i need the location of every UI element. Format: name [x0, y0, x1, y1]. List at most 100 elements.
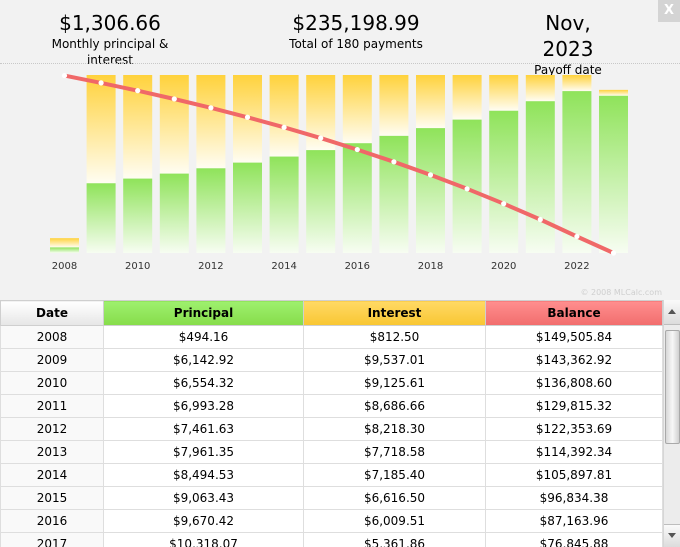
scroll-thumb[interactable]	[665, 330, 680, 444]
interest-bar-2022	[562, 75, 592, 92]
balance-point-2022	[574, 233, 580, 240]
cell-balance: $76,845.88	[485, 532, 663, 547]
cell-balance: $105,897.81	[485, 463, 663, 487]
cell-balance: $143,362.92	[485, 348, 663, 372]
cell-date: 2009	[0, 348, 104, 372]
balance-line	[62, 73, 616, 255]
table-row: 2016 $9,670.42 $6,009.51 $87,163.96	[0, 509, 663, 533]
principal-bar-2013	[233, 162, 262, 253]
header-principal[interactable]: Principal	[103, 300, 304, 326]
balance-point-2023	[610, 250, 617, 256]
x-tick-label: 2012	[198, 261, 223, 272]
divider	[0, 63, 680, 64]
cell-balance: $129,815.32	[485, 394, 663, 418]
principal-bar-2014	[269, 156, 299, 253]
cell-date: 2008	[0, 325, 104, 349]
balance-point-2021	[537, 216, 543, 223]
x-tick-label: 2020	[491, 261, 516, 272]
cell-balance: $149,505.84	[485, 325, 663, 349]
scroll-up-arrow-icon[interactable]	[664, 300, 680, 325]
principal-bar-2011	[159, 173, 189, 253]
balance-point-2018	[427, 172, 434, 178]
total-payments-summary: $235,198.99 Total of 180 payments	[286, 10, 426, 52]
cell-principal: $6,554.32	[103, 371, 304, 395]
x-tick-label: 2010	[125, 261, 150, 272]
table-row: 2010 $6,554.32 $9,125.61 $136,808.60	[0, 371, 663, 395]
cell-principal: $6,142.92	[103, 348, 304, 372]
principal-bar-2018	[416, 128, 445, 253]
cell-balance: $122,353.69	[485, 417, 663, 441]
cell-principal: $8,494.53	[103, 463, 304, 487]
scroll-down-arrow-icon[interactable]	[664, 524, 680, 547]
interest-bar-2011	[159, 75, 189, 174]
monthly-payment-value: $1,306.66	[59, 11, 161, 35]
balance-point-2013	[244, 114, 251, 120]
payoff-date-value: Nov, 2023	[542, 11, 594, 61]
table-row: 2011 $6,993.28 $8,686.66 $129,815.32	[0, 394, 663, 418]
principal-bar-2022	[562, 91, 592, 253]
x-tick-label: 2022	[564, 261, 589, 272]
principal-bar-2008	[50, 247, 79, 253]
cell-balance: $114,392.34	[485, 440, 663, 464]
cell-interest: $6,009.51	[303, 509, 486, 533]
x-tick-label: 2018	[418, 261, 443, 272]
vertical-scrollbar[interactable]	[663, 300, 680, 547]
payoff-date-summary: Nov, 2023 Payoff date	[518, 10, 618, 78]
cell-date: 2016	[0, 509, 104, 533]
interest-bar-2012	[196, 75, 226, 169]
principal-bar-2015	[306, 150, 336, 253]
header-date[interactable]: Date	[0, 300, 104, 326]
payoff-date-label: Payoff date	[534, 63, 602, 77]
cell-date: 2010	[0, 371, 104, 395]
cell-interest: $5,361.86	[303, 532, 486, 547]
amortization-chart: 2008 2010 2012 2014 2016 2018 2020 2022	[50, 72, 628, 272]
table-header-row: Date Principal Interest Balance	[0, 300, 663, 326]
x-tick-label: 2008	[52, 261, 77, 272]
cell-principal: $6,993.28	[103, 394, 304, 418]
cell-date: 2014	[0, 463, 104, 487]
cell-interest: $7,185.40	[303, 463, 486, 487]
cell-interest: $9,537.01	[303, 348, 486, 372]
header-interest[interactable]: Interest	[303, 300, 486, 326]
header-balance[interactable]: Balance	[485, 300, 663, 326]
cell-interest: $812.50	[303, 325, 486, 349]
interest-bar-2020	[489, 75, 519, 111]
cell-principal: $494.16	[103, 325, 304, 349]
summary-bar: $1,306.66 Monthly principal & interest $…	[0, 10, 680, 77]
cell-principal: $9,670.42	[103, 509, 304, 533]
cell-interest: $7,718.58	[303, 440, 486, 464]
cell-interest: $8,686.66	[303, 394, 486, 418]
total-payments-value: $235,198.99	[292, 11, 420, 35]
cell-date: 2013	[0, 440, 104, 464]
balance-point-2016	[354, 146, 360, 153]
table-row: 2008 $494.16 $812.50 $149,505.84	[0, 325, 663, 349]
amortization-table: Date Principal Interest Balance 2008 $494…	[0, 300, 680, 547]
cell-principal: $7,961.35	[103, 440, 304, 464]
balance-point-2020	[501, 201, 507, 207]
balance-point-2019	[464, 186, 470, 192]
balance-point-2014	[281, 124, 287, 130]
interest-bar-2019	[452, 75, 482, 120]
table-row: 2012 $7,461.63 $8,218.30 $122,353.69	[0, 417, 663, 441]
cell-balance: $96,834.38	[485, 486, 663, 510]
copyright-text: © 2008 MLCalc.com	[580, 288, 662, 297]
interest-bar-2016	[342, 75, 372, 144]
cell-interest: $6,616.50	[303, 486, 486, 510]
cell-date: 2011	[0, 394, 104, 418]
principal-bar-2017	[379, 135, 409, 253]
principal-bar-2009	[86, 183, 116, 253]
cell-date: 2012	[0, 417, 104, 441]
principal-bar-2021	[525, 101, 555, 254]
table-row: 2014 $8,494.53 $7,185.40 $105,897.81	[0, 463, 663, 487]
close-button[interactable]: X	[658, 0, 680, 22]
balance-point-2015	[318, 135, 324, 141]
table-row: 2017 $10,318.07 $5,361.86 $76,845.88	[0, 532, 663, 547]
cell-principal: $10,318.07	[103, 532, 304, 547]
table-row: 2015 $9,063.43 $6,616.50 $96,834.38	[0, 486, 663, 510]
x-tick-label: 2016	[345, 261, 370, 272]
interest-bar-2014	[269, 75, 299, 157]
cell-balance: $136,808.60	[485, 371, 663, 395]
chart-panel: $1,306.66 Monthly principal & interest $…	[0, 0, 680, 301]
principal-bar-2020	[489, 110, 519, 253]
balance-point-2011	[171, 96, 177, 102]
